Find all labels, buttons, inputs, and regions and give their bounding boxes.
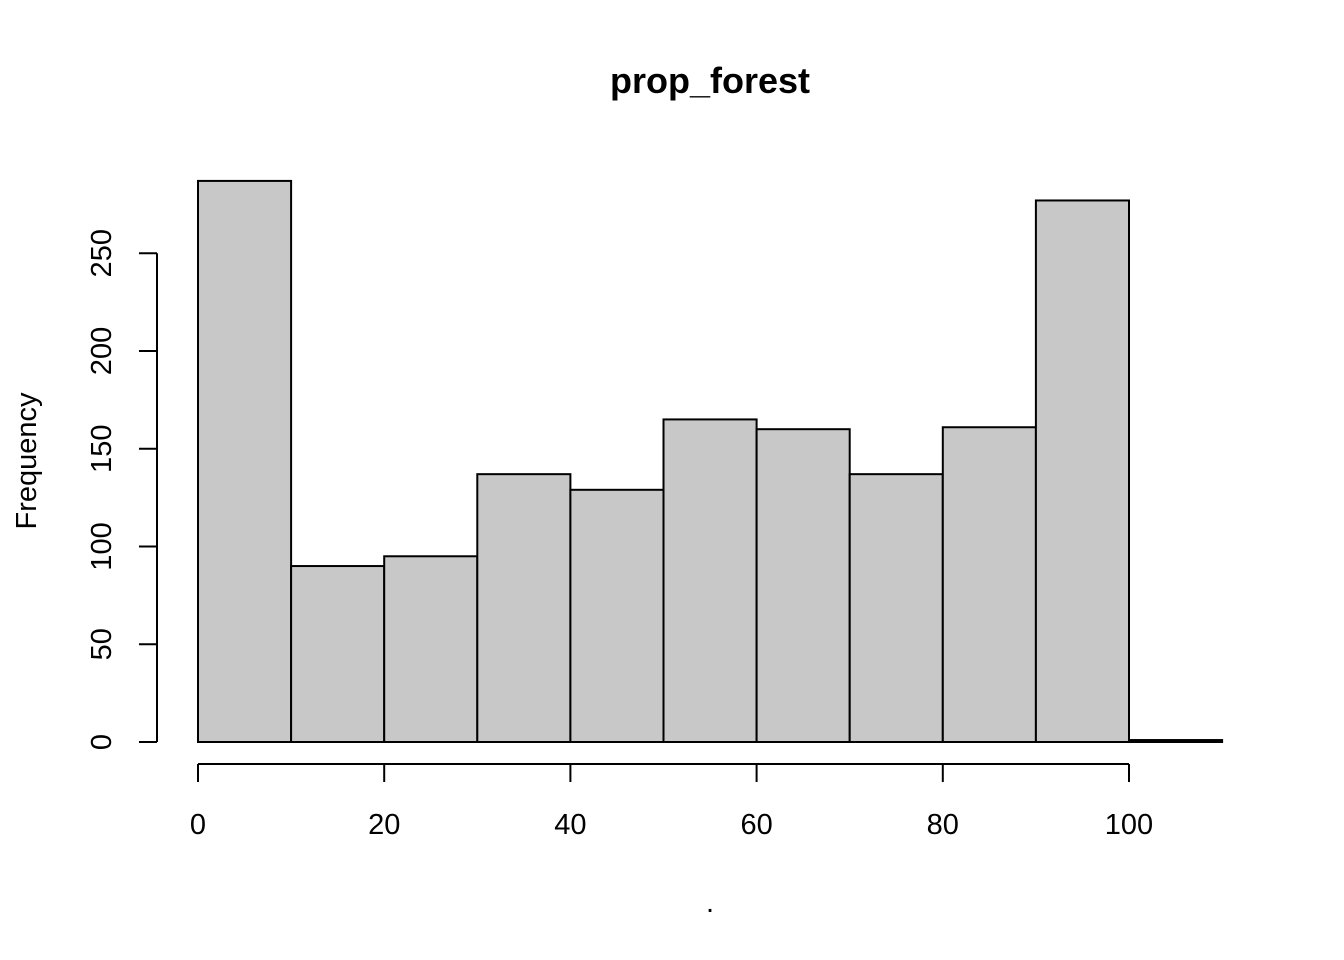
- x-tick-label: 100: [1105, 809, 1153, 841]
- y-tick-label: 150: [86, 425, 118, 473]
- histogram-bar: [1128, 739, 1224, 743]
- x-tick-label: 40: [554, 809, 586, 841]
- x-tick-label: 80: [927, 809, 959, 841]
- histogram-bar: [383, 555, 479, 744]
- histogram-bar: [569, 488, 665, 743]
- x-axis-label: .: [706, 887, 714, 919]
- bars-group: [197, 179, 1224, 744]
- histogram-bar: [941, 426, 1037, 743]
- x-tick-label: 0: [190, 809, 206, 841]
- x-tick-label: 20: [368, 809, 400, 841]
- x-tick-label: 60: [740, 809, 772, 841]
- histogram-bar: [848, 473, 944, 743]
- y-axis-label: Frequency: [11, 392, 43, 530]
- histogram-bar: [476, 473, 572, 743]
- x-axis: 0 20 40 60 80 100: [190, 763, 1153, 841]
- y-axis: 0 50 100 150 200 250: [86, 229, 158, 750]
- histogram-bar: [662, 418, 758, 743]
- histogram-bar: [755, 428, 851, 743]
- y-tick-label: 100: [86, 522, 118, 570]
- y-tick-label: 0: [86, 734, 118, 750]
- histogram-bar: [1034, 199, 1131, 743]
- histogram-bar: [290, 565, 386, 743]
- y-tick-label: 200: [86, 327, 118, 375]
- y-tick-label: 50: [86, 628, 118, 660]
- chart-title: prop_forest: [610, 60, 810, 101]
- histogram-bar: [197, 179, 293, 744]
- y-tick-label: 250: [86, 229, 118, 277]
